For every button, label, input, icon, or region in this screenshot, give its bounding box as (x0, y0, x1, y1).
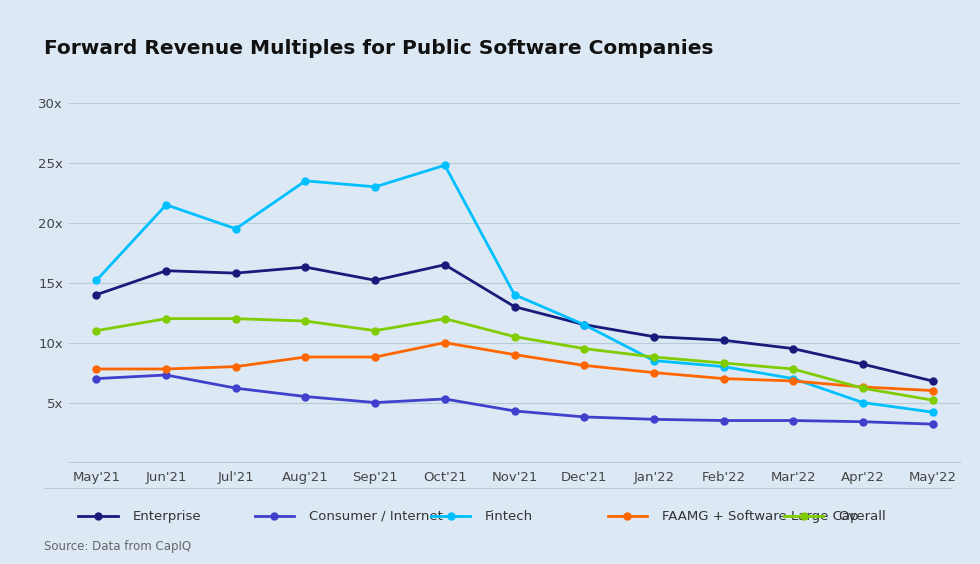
Enterprise (90, 291, 102, 298)
Overall (369, 327, 381, 334)
Consumer / Internet (648, 416, 660, 423)
Fintech (439, 162, 451, 169)
Consumer / Internet (369, 399, 381, 406)
FAAMG + Software Large Cap (300, 354, 312, 360)
Consumer / Internet (578, 413, 590, 420)
Fintech (300, 178, 312, 184)
Fintech (787, 375, 799, 382)
FAAMG + Software Large Cap (439, 339, 451, 346)
Consumer / Internet (857, 418, 868, 425)
Overall (857, 385, 868, 391)
Fintech (161, 201, 172, 208)
Overall (161, 315, 172, 322)
Text: Enterprise: Enterprise (132, 509, 201, 523)
Enterprise (578, 321, 590, 328)
Fintech (927, 409, 939, 416)
Consumer / Internet (927, 421, 939, 428)
Enterprise (927, 378, 939, 385)
FAAMG + Software Large Cap (927, 387, 939, 394)
Enterprise (787, 345, 799, 352)
Text: Source: Data from CapIQ: Source: Data from CapIQ (44, 540, 191, 553)
Enterprise (230, 270, 242, 276)
Line: Overall: Overall (93, 315, 936, 404)
FAAMG + Software Large Cap (578, 362, 590, 369)
FAAMG + Software Large Cap (230, 363, 242, 370)
FAAMG + Software Large Cap (369, 354, 381, 360)
Line: Fintech: Fintech (93, 162, 936, 416)
Overall (230, 315, 242, 322)
FAAMG + Software Large Cap (161, 365, 172, 372)
Overall (787, 365, 799, 372)
Text: Fintech: Fintech (485, 509, 533, 523)
Overall (509, 333, 520, 340)
Overall (717, 360, 729, 367)
Consumer / Internet (439, 395, 451, 402)
Consumer / Internet (90, 375, 102, 382)
Fintech (857, 399, 868, 406)
Enterprise (717, 337, 729, 343)
Overall (90, 327, 102, 334)
FAAMG + Software Large Cap (787, 378, 799, 385)
Enterprise (161, 267, 172, 274)
Overall (578, 345, 590, 352)
Text: FAAMG + Software Large Cap: FAAMG + Software Large Cap (662, 509, 858, 523)
FAAMG + Software Large Cap (90, 365, 102, 372)
Enterprise (509, 303, 520, 310)
FAAMG + Software Large Cap (648, 369, 660, 376)
FAAMG + Software Large Cap (509, 351, 520, 358)
Overall (300, 318, 312, 324)
Consumer / Internet (509, 408, 520, 415)
Overall (927, 397, 939, 404)
Enterprise (439, 261, 451, 268)
Fintech (648, 357, 660, 364)
FAAMG + Software Large Cap (717, 375, 729, 382)
Fintech (90, 277, 102, 284)
Consumer / Internet (717, 417, 729, 424)
Consumer / Internet (300, 393, 312, 400)
Consumer / Internet (161, 372, 172, 378)
Enterprise (369, 277, 381, 284)
Line: FAAMG + Software Large Cap: FAAMG + Software Large Cap (93, 339, 936, 394)
Overall (439, 315, 451, 322)
FAAMG + Software Large Cap (857, 384, 868, 390)
Consumer / Internet (787, 417, 799, 424)
Line: Consumer / Internet: Consumer / Internet (93, 372, 936, 428)
Consumer / Internet (230, 385, 242, 391)
Text: Overall: Overall (838, 509, 886, 523)
Fintech (509, 291, 520, 298)
Enterprise (648, 333, 660, 340)
Line: Enterprise: Enterprise (93, 261, 936, 385)
Fintech (717, 363, 729, 370)
Fintech (230, 226, 242, 232)
Overall (648, 354, 660, 360)
Fintech (369, 183, 381, 190)
Enterprise (857, 361, 868, 368)
Enterprise (300, 264, 312, 271)
Text: Forward Revenue Multiples for Public Software Companies: Forward Revenue Multiples for Public Sof… (44, 39, 713, 59)
Text: Consumer / Internet: Consumer / Internet (309, 509, 443, 523)
Fintech (578, 321, 590, 328)
